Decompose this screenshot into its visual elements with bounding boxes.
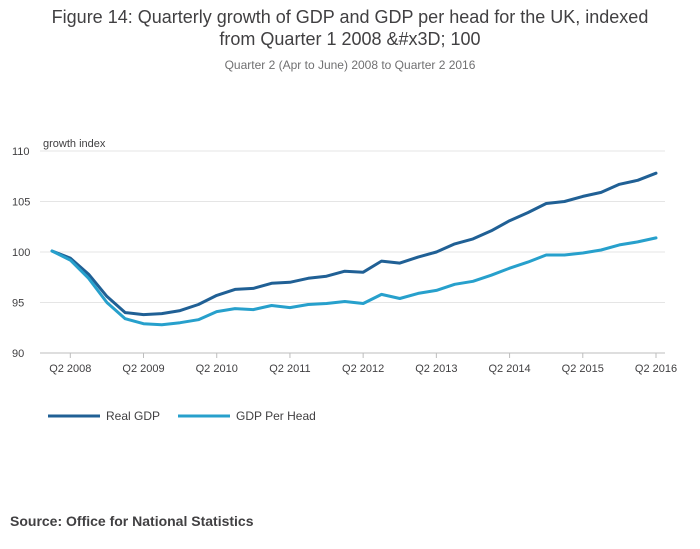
series-line-gdp-per-head — [50, 236, 658, 327]
x-tick-label: Q2 2015 — [562, 363, 604, 375]
series-line-real-gdp — [50, 171, 658, 317]
source-note: Source: Office for National Statistics — [10, 513, 254, 529]
series-lines — [50, 171, 658, 327]
y-tick-label: 100 — [12, 247, 30, 259]
x-tick-label: Q2 2012 — [342, 363, 384, 375]
legend-label: GDP Per Head — [236, 409, 316, 423]
chart-title-line-2: from Quarter 1 2008 &#x3D; 100 — [219, 29, 481, 49]
legend-label: Real GDP — [106, 409, 160, 423]
chart-title: Figure 14: Quarterly growth of GDP and G… — [0, 6, 700, 50]
gridlines — [40, 150, 665, 354]
y-tick-label: 110 — [12, 146, 30, 158]
y-tick-label: 105 — [12, 197, 30, 209]
y-tick-label: 90 — [12, 348, 24, 360]
x-tick-label: Q2 2011 — [269, 363, 310, 375]
legend: Real GDP GDP Per Head — [48, 409, 316, 423]
y-axis-ticks: 90 95 100 105 110 — [12, 146, 30, 360]
x-tick-label: Q2 2016 — [635, 363, 677, 375]
y-axis-label: growth index — [43, 138, 106, 150]
chart-subtitle: Quarter 2 (Apr to June) 2008 to Quarter … — [224, 58, 476, 72]
y-tick-label: 95 — [12, 298, 24, 310]
chart-title-line-1: Figure 14: Quarterly growth of GDP and G… — [51, 7, 649, 27]
x-axis: Q2 2008 Q2 2009 Q2 2010 Q2 2011 Q2 2012 Q2 20… — [49, 353, 677, 375]
x-tick-label: Q2 2009 — [122, 363, 164, 375]
x-tick-label: Q2 2010 — [196, 363, 238, 375]
x-tick-label: Q2 2013 — [415, 363, 457, 375]
x-tick-label: Q2 2008 — [49, 363, 91, 375]
x-tick-label: Q2 2014 — [488, 363, 530, 375]
